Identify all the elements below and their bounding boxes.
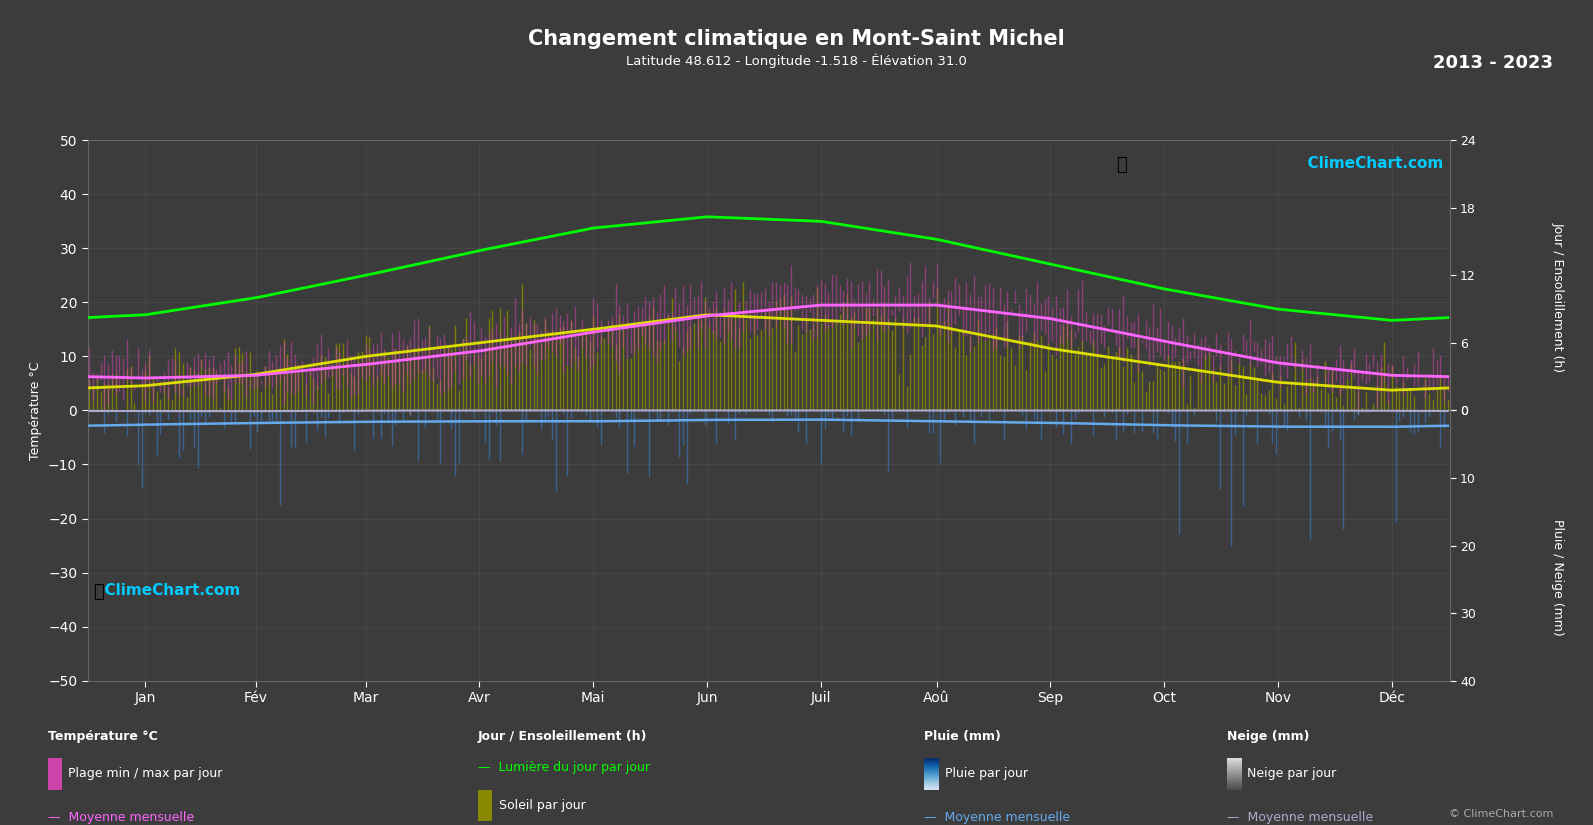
Text: Soleil par jour: Soleil par jour	[499, 799, 585, 812]
Text: 🌍: 🌍	[1117, 157, 1126, 174]
Text: 🌍: 🌍	[94, 583, 112, 601]
Text: Température °C: Température °C	[48, 730, 158, 743]
Text: —  Lumière du jour par jour: — Lumière du jour par jour	[478, 761, 650, 775]
Text: Pluie par jour: Pluie par jour	[945, 767, 1027, 780]
Text: Jour / Ensoleillement (h): Jour / Ensoleillement (h)	[478, 730, 647, 743]
Text: Pluie / Neige (mm): Pluie / Neige (mm)	[1552, 519, 1564, 636]
Text: Plage min / max par jour: Plage min / max par jour	[68, 767, 223, 780]
Text: Pluie (mm): Pluie (mm)	[924, 730, 1000, 743]
Y-axis label: Température °C: Température °C	[29, 361, 43, 460]
Text: ClimeChart.com: ClimeChart.com	[94, 583, 241, 598]
Text: © ClimeChart.com: © ClimeChart.com	[1448, 808, 1553, 818]
Text: Changement climatique en Mont-Saint Michel: Changement climatique en Mont-Saint Mich…	[529, 29, 1064, 49]
Text: —  Moyenne mensuelle: — Moyenne mensuelle	[1227, 811, 1373, 824]
Text: ClimeChart.com: ClimeChart.com	[1297, 157, 1443, 172]
Text: Neige par jour: Neige par jour	[1247, 767, 1337, 780]
Text: 2013 - 2023: 2013 - 2023	[1434, 54, 1553, 72]
Text: Neige (mm): Neige (mm)	[1227, 730, 1309, 743]
Text: Jour / Ensoleillement (h): Jour / Ensoleillement (h)	[1552, 222, 1564, 372]
Text: —  Moyenne mensuelle: — Moyenne mensuelle	[48, 811, 194, 824]
Text: —  Moyenne mensuelle: — Moyenne mensuelle	[924, 811, 1070, 824]
Text: Latitude 48.612 - Longitude -1.518 - Élévation 31.0: Latitude 48.612 - Longitude -1.518 - Élé…	[626, 54, 967, 68]
